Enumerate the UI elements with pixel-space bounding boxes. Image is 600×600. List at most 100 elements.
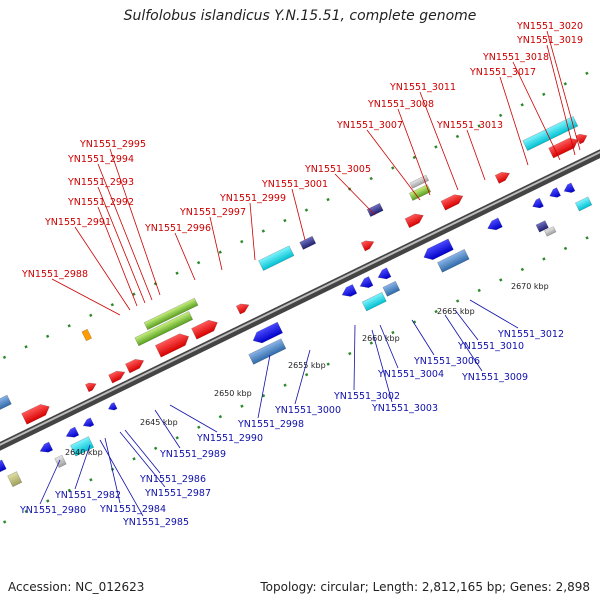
- highlight-box-steel-fwd-shape: [0, 394, 12, 418]
- guide-dots-reverse: [67, 488, 72, 493]
- reverse-gene-7: [252, 321, 284, 344]
- reverse-gene-14-shape: [549, 187, 561, 198]
- bottom-gene-label-12: YN1551_2986: [139, 474, 206, 485]
- forward-gene-4: [108, 370, 126, 384]
- forward-gene-9: [360, 240, 375, 252]
- highlight-box-cyan-rev-3: [575, 196, 593, 212]
- top-gene-label-12: YN1551_2997: [179, 207, 246, 218]
- guide-dots-forward: [477, 124, 481, 128]
- top-label-leader-5: [419, 91, 459, 191]
- bottom-label-leader-8: [294, 349, 311, 405]
- bottom-gene-label-7: YN1551_3002: [333, 391, 400, 402]
- forward-gene-11: [440, 194, 464, 211]
- guide-dots-reverse: [240, 404, 244, 408]
- top-label-leader-13: [174, 232, 196, 281]
- forward-gene-4-shape: [108, 370, 126, 384]
- bottom-label-leader-13: [119, 431, 166, 488]
- guide-dots-reverse: [542, 257, 546, 261]
- scale-label-5: 2660 kbp: [362, 334, 400, 343]
- bottom-label-leader-4: [411, 319, 435, 356]
- guide-dots-reverse: [2, 520, 7, 524]
- genome-backbone-highlight: [0, 151, 600, 446]
- highlight-box-cyan-rev: [70, 436, 95, 457]
- highlight-box-cyan-fwd-2-shape: [522, 115, 579, 151]
- reverse-gene-8: [341, 284, 358, 297]
- guide-dots-forward: [326, 197, 330, 202]
- guide-dots-forward: [434, 145, 438, 149]
- top-gene-label-8: YN1551_3013: [436, 120, 503, 131]
- genome-summary-text: Topology: circular; Length: 2,812,165 bp…: [260, 580, 590, 594]
- reverse-gene-4: [65, 426, 80, 438]
- guide-dots-forward: [110, 303, 115, 307]
- reverse-gene-13: [532, 197, 544, 209]
- highlight-box-steel-rev-2-shape: [382, 280, 401, 297]
- reverse-gene-3-shape: [39, 441, 54, 453]
- accession-text: Accession: NC_012623: [8, 580, 145, 594]
- guide-dots-reverse: [326, 362, 330, 366]
- guide-dots-reverse: [46, 499, 50, 503]
- guide-dots-reverse: [391, 330, 395, 335]
- top-gene-label-13: YN1551_2996: [144, 223, 211, 234]
- guide-dots-forward: [89, 313, 93, 317]
- highlight-box-orange-shape: [81, 328, 92, 342]
- highlight-box-steel-rev-3-shape: [437, 248, 470, 273]
- guide-dots-forward: [391, 166, 395, 170]
- reverse-gene-9: [359, 276, 374, 288]
- top-label-leader-14: [109, 148, 161, 296]
- bottom-gene-label-14: YN1551_2984: [99, 504, 166, 515]
- top-label-leader-15: [97, 163, 153, 301]
- guide-dots-forward: [218, 250, 222, 254]
- guide-dots-forward: [520, 103, 524, 107]
- top-label-leader-16: [97, 186, 146, 304]
- forward-gene-10: [404, 213, 424, 229]
- guide-dots-reverse: [434, 309, 438, 314]
- forward-gene-5-shape: [125, 358, 145, 374]
- scale-label-7: 2670 kbp: [511, 282, 549, 291]
- forward-gene-11-shape: [440, 194, 464, 211]
- highlight-box-green-3: [408, 184, 432, 201]
- guide-dots-forward: [261, 229, 266, 233]
- reverse-gene-12-shape: [487, 217, 503, 231]
- guide-dots-reverse: [197, 425, 201, 429]
- bottom-gene-label-3: YN1551_3009: [461, 372, 528, 383]
- top-label-leader-17: [97, 206, 138, 307]
- highlight-box-khaki: [7, 471, 23, 488]
- reverse-gene-6: [108, 402, 118, 411]
- bottom-label-leader-5: [379, 324, 399, 369]
- bottom-gene-label-9: YN1551_2998: [237, 419, 304, 430]
- guide-dots-forward: [585, 71, 589, 75]
- bottom-gene-label-1: YN1551_3012: [497, 329, 564, 340]
- highlight-box-green-3-shape: [408, 184, 432, 201]
- bottom-gene-label-11: YN1551_2989: [159, 449, 226, 460]
- bottom-gene-label-4: YN1551_3006: [413, 356, 480, 367]
- top-gene-label-7: YN1551_3007: [336, 120, 403, 131]
- forward-gene-6-shape: [154, 333, 190, 358]
- guide-dots-reverse: [499, 278, 503, 282]
- bottom-label-leader-2: [454, 309, 479, 341]
- highlight-box-grey-rev-2: [544, 226, 557, 237]
- forward-gene-2: [21, 404, 50, 425]
- top-label-leader-6: [397, 108, 431, 196]
- guide-dots-forward: [369, 176, 373, 181]
- highlight-box-navy-fwd: [299, 235, 317, 250]
- guide-dots-forward: [175, 271, 179, 275]
- guide-dots-reverse: [132, 457, 136, 461]
- scale-label-4: 2655 kbp: [288, 361, 326, 370]
- bottom-label-leader-15: [99, 439, 144, 517]
- highlight-box-cyan-fwd: [258, 245, 295, 271]
- top-label-leader-2: [546, 44, 576, 156]
- reverse-gene-11-shape: [423, 238, 454, 260]
- guide-dots-reverse: [585, 236, 589, 240]
- highlight-box-cyan-fwd-2: [522, 115, 579, 151]
- scale-label-3: 2650 kbp: [214, 389, 252, 398]
- reverse-gene-11: [423, 238, 454, 260]
- guide-dots-forward: [196, 260, 201, 265]
- top-gene-label-3: YN1551_3018: [482, 52, 549, 63]
- scale-label-2: 2645 kbp: [140, 418, 178, 427]
- top-gene-label-4: YN1551_3017: [469, 67, 536, 78]
- top-label-leader-12: [209, 216, 223, 271]
- forward-gene-8-shape: [235, 303, 250, 315]
- forward-gene-2-shape: [21, 404, 50, 425]
- guide-dots-forward: [455, 134, 460, 139]
- forward-gene-3: [85, 382, 97, 393]
